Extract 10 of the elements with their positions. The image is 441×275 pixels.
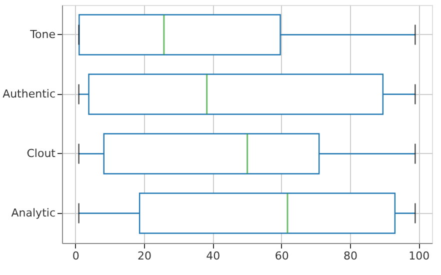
x-tick-label: 0 xyxy=(72,250,80,262)
x-tick-label: 20 xyxy=(138,250,152,262)
x-tick-label: 60 xyxy=(274,250,289,262)
y-tick-label: Analytic xyxy=(11,206,56,220)
y-tick-label: Clout xyxy=(26,146,56,160)
y-tick-label: Tone xyxy=(29,28,56,41)
y-tick-label: Authentic xyxy=(2,87,56,100)
x-tick-label: 100 xyxy=(408,250,430,262)
x-tick-label: 80 xyxy=(343,250,358,262)
x-tick-label: 40 xyxy=(206,250,220,262)
